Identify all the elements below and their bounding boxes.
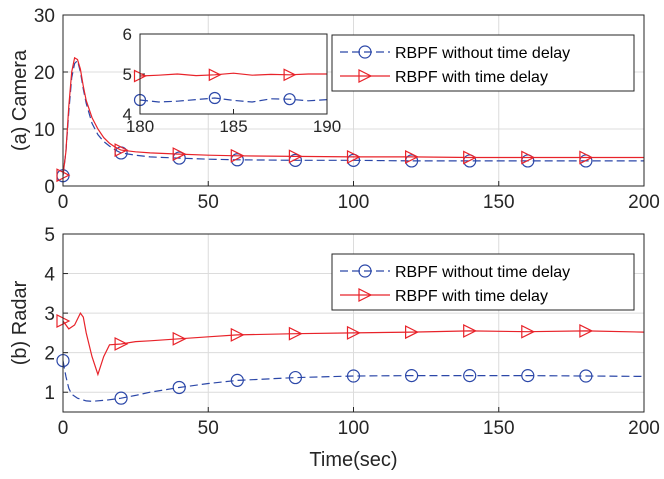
circle-marker [521,369,535,383]
inset-plot: 180 185 190 4 5 6 [123,25,342,136]
circle-marker [283,93,296,106]
circle-marker [579,369,593,383]
y-tick-label: 5 [44,225,55,246]
legend-box [331,34,635,92]
x-tick-label: 200 [628,192,660,213]
series-line-rbpf-with-time-delay [62,311,645,377]
x-tick-label: 150 [483,192,515,213]
y-axis-label: (a) Camera [9,49,31,151]
plot-frame-bottom [62,233,645,413]
x-tick-label: 180 [126,117,154,136]
y-tick-label: 0 [44,177,55,198]
circle-marker [358,264,372,278]
x-tick-label: 0 [58,418,69,439]
plot-frame-top [62,14,645,187]
camera-series [56,56,644,183]
circle-marker [358,45,372,59]
y-tick-label: 6 [123,25,132,44]
y-tick-label: 10 [34,120,55,141]
x-tick-label: 50 [198,418,219,439]
triangle-marker [172,331,187,346]
circle-marker [463,369,477,383]
circle-marker [230,373,244,387]
x-tick-label: 190 [313,117,341,136]
legend-label: RBPF without time delay [395,264,570,281]
y-tick-label: 1 [44,383,55,404]
triangle-marker [230,327,245,342]
triangle-marker [358,288,373,302]
y-tick-label: 30 [34,6,55,27]
triangle-marker [114,143,129,158]
triangle-marker [358,69,373,83]
x-tick-label: 100 [338,192,370,213]
legend-label: RBPF without time delay [395,45,570,62]
y-tick-label: 20 [34,63,55,84]
triangle-marker [288,149,303,164]
legend-label: RBPF with time delay [395,288,548,305]
y-tick-label: 4 [123,105,132,124]
inset-frame [139,33,328,115]
triangle-marker [579,150,594,165]
triangle-marker [208,68,222,82]
camera-panel: 0 50 100 150 200 0 10 20 30 (a) Camera 180 185 190 4 5… [9,6,660,213]
circle-marker [346,369,361,383]
circle-marker [405,369,419,383]
x-tick-label: 150 [483,418,515,439]
legend-box [331,253,635,311]
y-tick-label: 4 [44,265,55,286]
triangle-marker [579,323,594,338]
triangle-marker [172,147,187,162]
triangle-marker [283,68,297,82]
triangle-marker [346,149,361,164]
radar-panel: 0 50 100 150 200 1 2 3 4 5 (b) Radar Time(sec) RBPF … [9,225,660,471]
triangle-marker [463,150,478,165]
x-tick-label: 200 [628,418,660,439]
triangle-marker [463,323,478,338]
y-tick-label: 5 [123,65,132,84]
triangle-marker [346,325,361,340]
x-tick-label: 100 [338,418,370,439]
triangle-marker [288,326,303,341]
y-tick-label: 2 [44,344,55,365]
x-tick-label: 185 [219,117,247,136]
triangle-marker [521,150,536,165]
y-axis-label: (b) Radar [9,280,31,365]
radar-series [56,311,645,405]
circle-marker [208,91,221,105]
x-axis-label: Time(sec) [309,449,397,471]
triangle-marker [114,336,129,351]
triangle-marker [405,149,419,164]
series-line-rbpf-without-time-delay [62,360,645,402]
circle-marker [172,380,186,395]
triangle-marker [405,325,419,340]
x-tick-label: 50 [198,192,219,213]
legend-label: RBPF with time delay [395,69,548,86]
triangle-marker [521,324,536,339]
circle-marker [288,370,302,385]
circle-marker [114,391,128,405]
triangle-marker [230,148,245,163]
x-tick-label: 0 [58,192,69,213]
y-tick-label: 3 [44,304,55,325]
series-line-rbpf-without-time-delay [139,97,328,103]
